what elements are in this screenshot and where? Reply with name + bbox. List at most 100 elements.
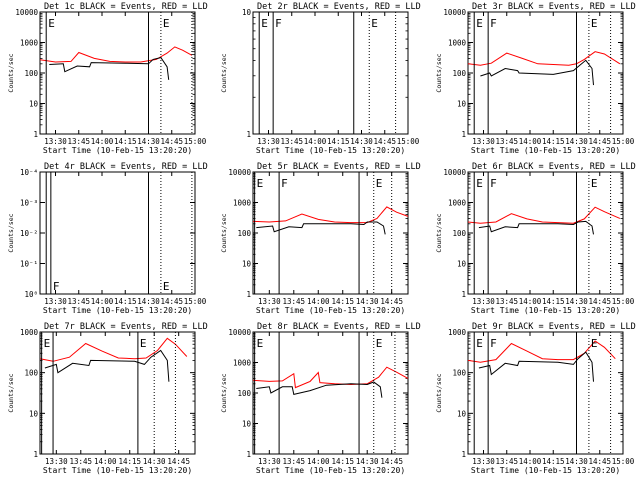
y-tick-label: 10000	[443, 8, 466, 17]
marker-label: E	[163, 17, 170, 30]
x-axis-label: Start Time (10-Feb-15 13:20:20)	[256, 306, 405, 315]
x-tick-label: 14:30	[356, 297, 379, 306]
x-tick-label: 13:45	[495, 457, 518, 466]
x-tick-label: 13:30	[258, 457, 281, 466]
y-tick-label: 1	[246, 450, 251, 459]
panel-4: Det 4r BLACK = Events, RED = LLD Counts/s…	[7, 162, 208, 315]
y-axis-label: Counts/sec	[220, 213, 228, 252]
x-tick-label: 13:45	[280, 137, 303, 146]
events-line	[256, 381, 383, 398]
events-line	[49, 57, 170, 80]
x-tick-label: 14:30	[565, 137, 588, 146]
x-tick-label: 14:30	[356, 457, 379, 466]
y-tick-label: 1	[461, 290, 466, 299]
y-tick-label: 10	[242, 260, 252, 269]
y-tick-label: 1000	[448, 328, 467, 337]
y-tick-label: 10⁻²	[20, 229, 38, 238]
panel-title: Det 8r BLACK = Events, RED = LLD	[257, 322, 421, 332]
y-tick-label: 1000	[20, 328, 39, 337]
x-tick-label: 14:00	[94, 457, 117, 466]
x-tick-label: 15:00	[184, 297, 207, 306]
y-tick-label: 1000	[448, 199, 467, 208]
panel-8: Det 8r BLACK = Events, RED = LLD Counts/s…	[220, 322, 421, 475]
y-tick-label: 1000	[233, 359, 252, 368]
y-tick-label: 1	[461, 130, 466, 139]
y-axis-label: Counts/sec	[435, 213, 443, 252]
x-tick-label: 14:45	[588, 137, 611, 146]
x-tick-label: 13:45	[283, 457, 306, 466]
panel-title: Det 9r BLACK = Events, RED = LLD	[472, 322, 636, 332]
y-tick-label: 10	[457, 260, 467, 269]
y-tick-label: 10⁻¹	[20, 260, 38, 269]
x-tick-label: 14:45	[380, 457, 403, 466]
x-tick-label: 14:15	[327, 137, 350, 146]
x-tick-label: 14:00	[304, 137, 327, 146]
y-tick-label: 10000	[15, 8, 38, 17]
y-axis-label: Counts/sec	[7, 373, 15, 412]
panel-5: Det 5r BLACK = Events, RED = LLD Counts/s…	[220, 162, 421, 315]
marker-label: F	[490, 17, 497, 30]
y-tick-label: 1	[33, 450, 38, 459]
y-tick-label: 1	[246, 290, 251, 299]
events-line	[478, 351, 594, 382]
x-tick-label: 13:45	[495, 137, 518, 146]
marker-label: E	[591, 17, 598, 30]
lld-line	[39, 337, 188, 362]
lld-line	[252, 366, 409, 389]
x-tick-label: 13:30	[257, 137, 280, 146]
y-tick-label: 1	[461, 450, 466, 459]
y-tick-label: 1000	[20, 39, 39, 48]
marker-label: E	[476, 177, 483, 190]
x-axis-label: Start Time (10-Feb-15 13:20:20)	[471, 146, 620, 155]
x-tick-label: 14:45	[160, 297, 183, 306]
x-tick-label: 13:45	[67, 297, 90, 306]
x-tick-label: 14:00	[519, 137, 542, 146]
marker-label: E	[476, 17, 483, 30]
marker-label: F	[490, 337, 497, 350]
x-tick-label: 14:30	[137, 297, 160, 306]
panel-title: Det 7r BLACK = Events, RED = LLD	[44, 322, 208, 332]
marker-label: E	[163, 280, 170, 293]
x-tick-label: 14:45	[160, 137, 183, 146]
x-tick-label: 14:30	[565, 457, 588, 466]
x-axis-label: Start Time (10-Feb-15 13:20:20)	[471, 466, 620, 475]
x-tick-label: 14:00	[519, 457, 542, 466]
y-axis-label: Counts/sec	[220, 373, 228, 412]
x-tick-label: 13:30	[472, 457, 495, 466]
x-tick-label: 14:00	[91, 137, 114, 146]
y-axis-label: Counts/sec	[435, 53, 443, 92]
x-tick-label: 15:00	[397, 137, 420, 146]
events-line	[478, 220, 594, 235]
x-tick-label: 14:15	[114, 297, 137, 306]
x-tick-label: 14:30	[143, 457, 166, 466]
panel-title: Det 1c BLACK = Events, RED = LLD	[44, 2, 208, 12]
y-tick-label: 1	[33, 130, 38, 139]
marker-label: F	[53, 280, 60, 293]
x-tick-label: 15:00	[612, 137, 635, 146]
panel-7: Det 7r BLACK = Events, RED = LLD Counts/s…	[7, 322, 208, 475]
x-tick-label: 13:45	[283, 297, 306, 306]
y-tick-label: 10	[242, 420, 252, 429]
y-tick-label: 10000	[228, 168, 251, 177]
x-tick-label: 14:45	[380, 297, 403, 306]
lld-line	[467, 206, 621, 224]
panel-title: Det 2r BLACK = Events, RED = LLD	[257, 2, 421, 12]
x-tick-label: 15:00	[612, 297, 635, 306]
y-tick-label: 10⁻³	[20, 199, 38, 208]
marker-label: F	[275, 17, 282, 30]
lld-line	[467, 340, 616, 363]
x-tick-label: 14:45	[588, 457, 611, 466]
x-tick-label: 14:00	[91, 297, 114, 306]
marker-label: E	[257, 337, 264, 350]
x-tick-label: 14:15	[114, 137, 137, 146]
plot-frame	[252, 11, 409, 135]
panel-9: Det 9r BLACK = Events, RED = LLD Counts/s…	[435, 322, 636, 475]
x-tick-label: 14:15	[542, 457, 565, 466]
y-tick-label: 10	[29, 100, 39, 109]
y-tick-label: 10000	[443, 168, 466, 177]
panel-6: Det 6r BLACK = Events, RED = LLD Counts/s…	[435, 162, 636, 315]
y-tick-label: 10	[29, 409, 39, 418]
x-tick-label: 14:15	[331, 297, 354, 306]
